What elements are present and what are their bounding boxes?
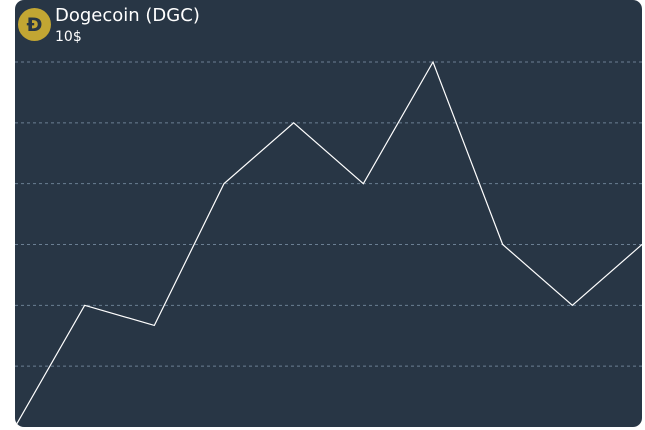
series-line bbox=[15, 60, 642, 427]
chart-header: Ð Dogecoin (DGC) 10$ bbox=[18, 5, 200, 45]
coin-titles: Dogecoin (DGC) 10$ bbox=[55, 5, 200, 45]
dogecoin-icon: Ð bbox=[18, 8, 51, 41]
grid-lines bbox=[15, 61, 642, 367]
dogecoin-icon-glyph: Ð bbox=[26, 13, 43, 36]
coin-title: Dogecoin (DGC) bbox=[55, 5, 200, 26]
coin-price: 10$ bbox=[55, 29, 82, 45]
chart-card: Ð Dogecoin (DGC) 10$ bbox=[15, 0, 642, 427]
price-line-chart bbox=[15, 60, 642, 427]
series-group bbox=[15, 60, 642, 427]
